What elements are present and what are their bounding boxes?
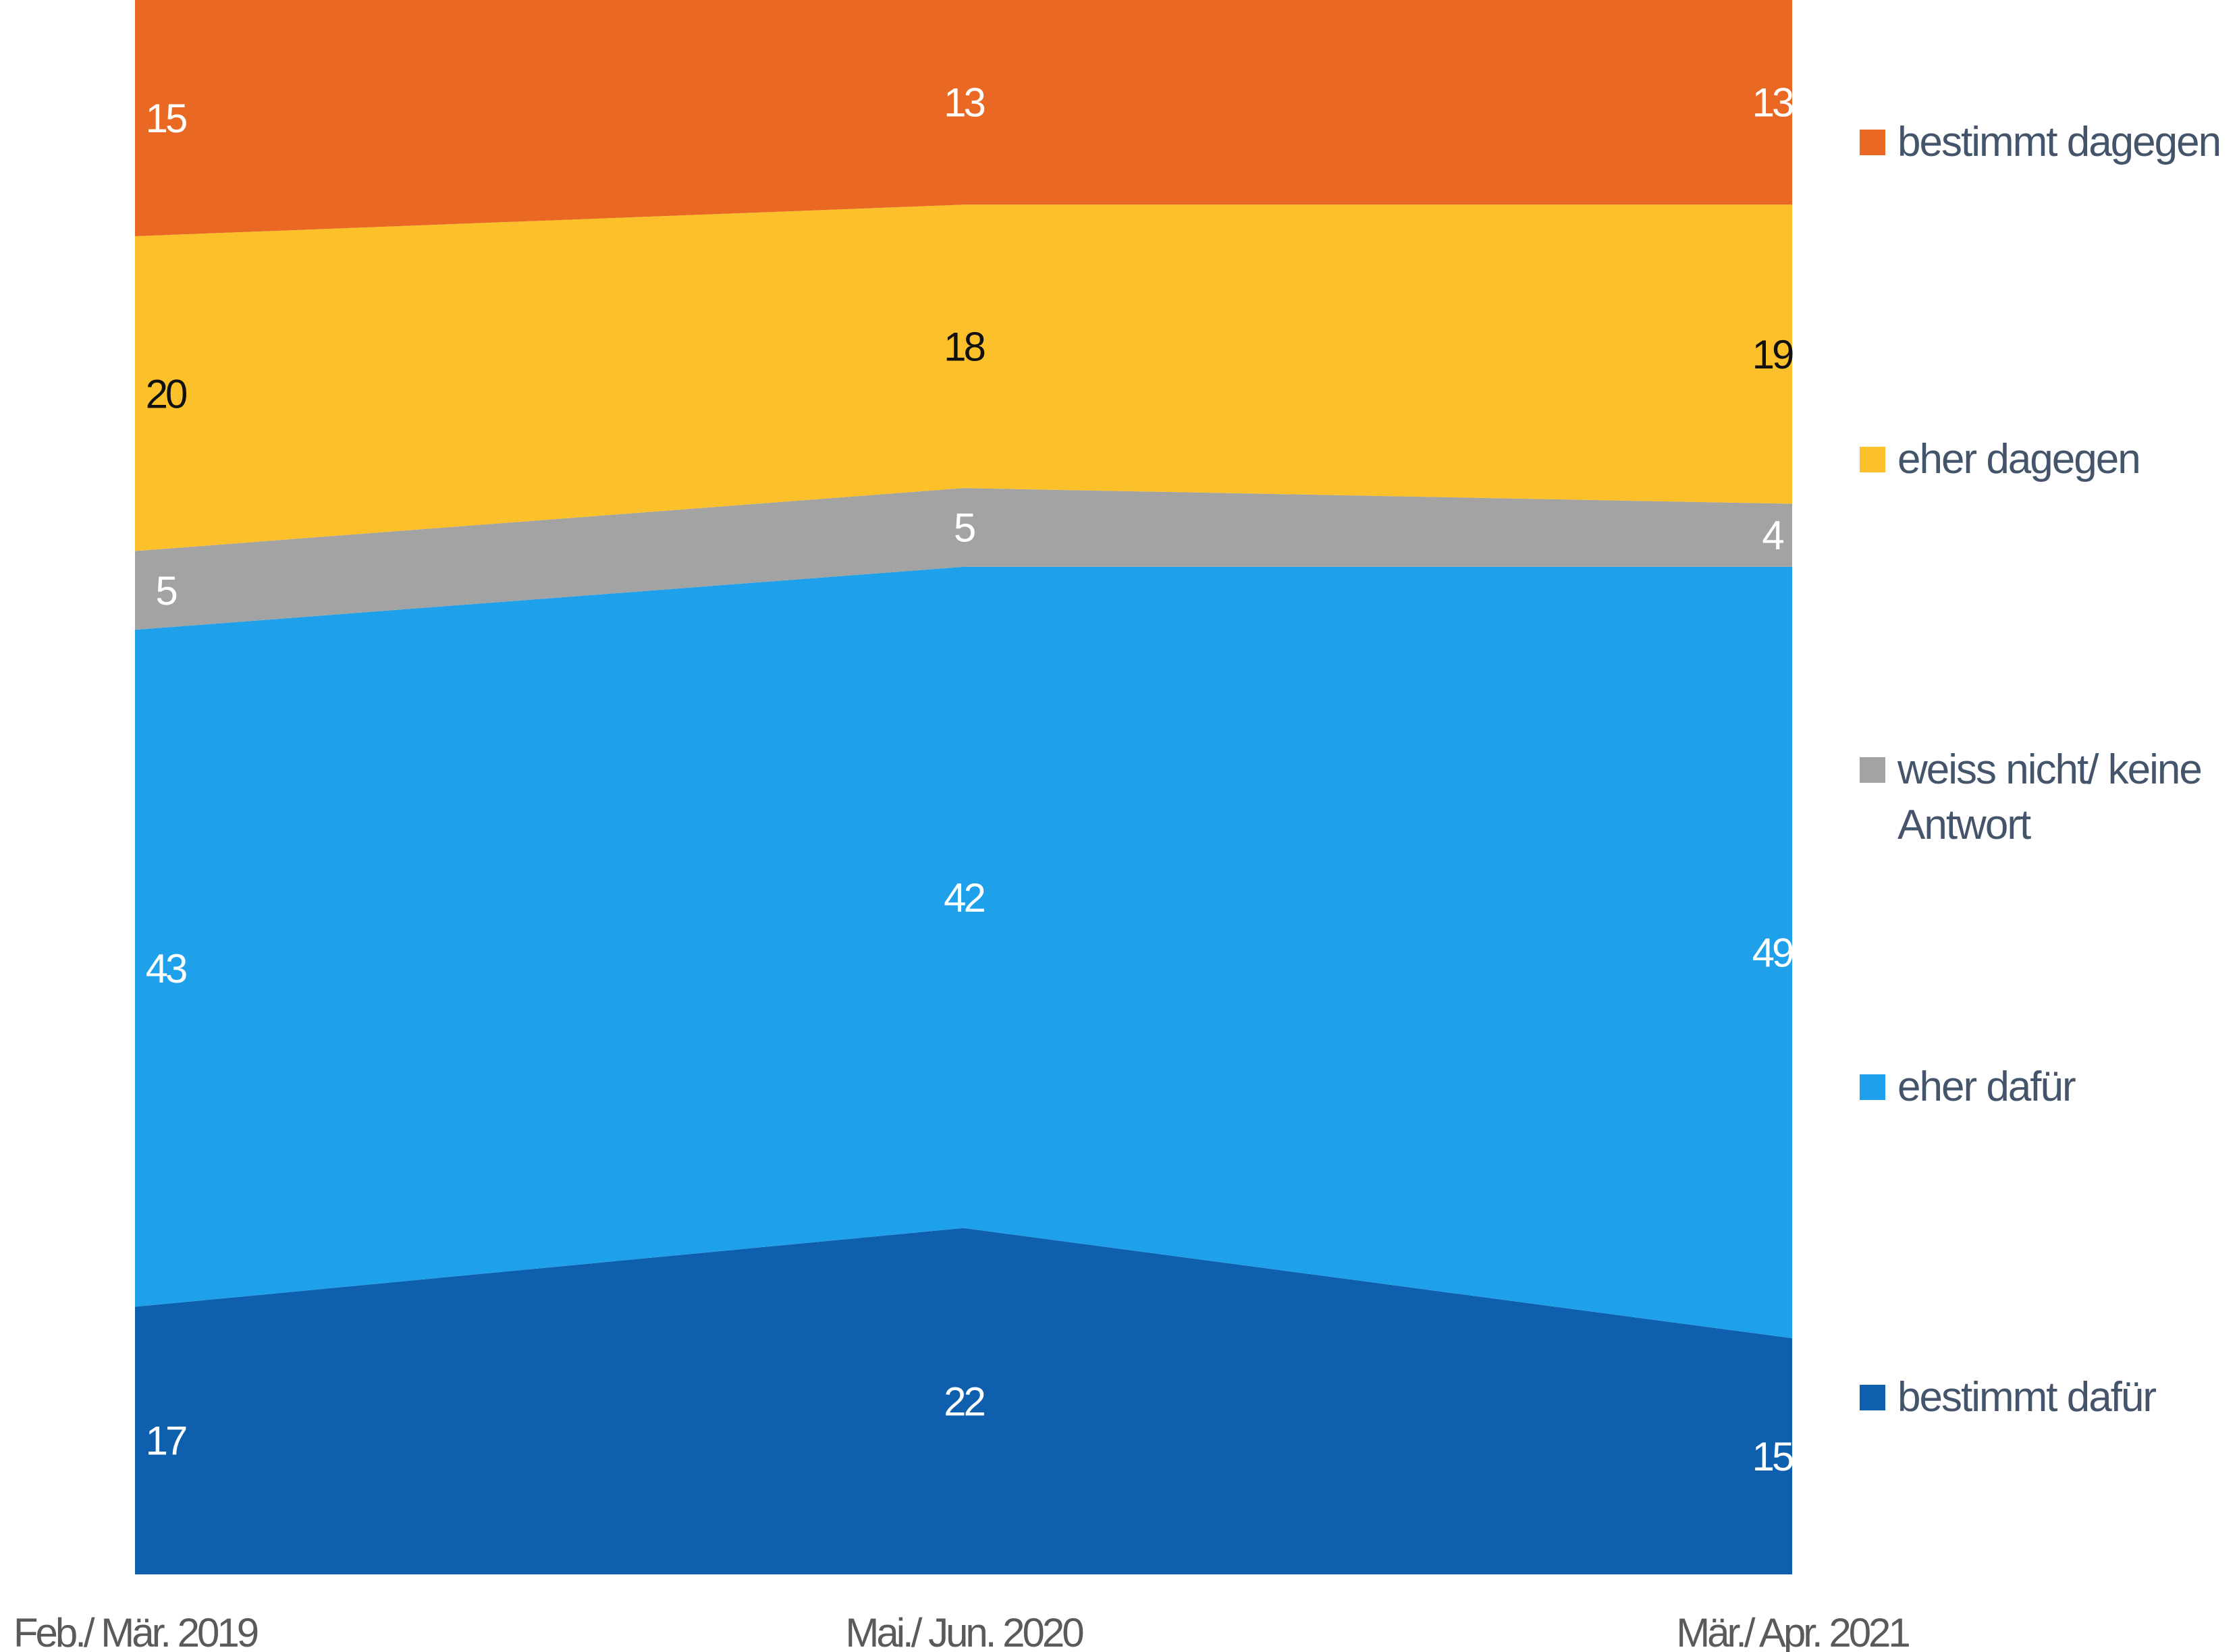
x-tick-label: Feb./ Mär. 2019 (14, 1610, 258, 1652)
data-labels: 17 22 15 43 42 49 5 5 4 20 18 19 15 13 13 (146, 80, 1796, 1479)
legend-label: eher dagegen (1897, 436, 2141, 483)
legend-swatch (1860, 1385, 1885, 1410)
area-bestimmt-dafür (135, 1228, 1792, 1574)
legend-item: eher dafür (1860, 1059, 2235, 1115)
legend-swatch (1860, 1074, 1885, 1100)
data-label: 5 (954, 505, 975, 551)
legend-label: eher dafür (1897, 1064, 2076, 1110)
data-label: 17 (146, 1419, 186, 1464)
data-label: 15 (146, 96, 186, 141)
x-tick-label: Mai./ Jun. 2020 (845, 1610, 1083, 1652)
data-label: 22 (944, 1379, 984, 1424)
data-label: 49 (1752, 930, 1793, 975)
legend-item: weiss nicht/ keine Antwort (1860, 742, 2235, 853)
area-bestimmt-dagegen (135, 0, 1792, 236)
data-label: 18 (944, 324, 984, 369)
legend-label: bestimmt dafür (1897, 1374, 2157, 1421)
area-eher-dafür (135, 566, 1792, 1339)
x-tick-label: Mär./ Apr. 2021 (1676, 1610, 1909, 1652)
area-weiss-nicht-keine-antwort (135, 488, 1792, 630)
data-label: 19 (1752, 332, 1793, 377)
data-label: 4 (1762, 513, 1783, 558)
legend-item: eher dagegen (1860, 432, 2235, 487)
data-label: 15 (1752, 1434, 1793, 1479)
area-layers (135, 0, 1792, 1574)
legend-item: bestimmt dafür (1860, 1370, 2235, 1425)
legend-label: weiss nicht/ keine Antwort (1897, 746, 2203, 848)
data-label: 42 (944, 875, 984, 920)
legend-swatch (1860, 757, 1885, 783)
x-axis-ticks: Feb./ Mär. 2019 Mai./ Jun. 2020 Mär./ Apr.… (14, 1610, 1912, 1652)
area-eher-dagegen (135, 204, 1792, 551)
data-label: 13 (1752, 80, 1793, 126)
data-label: 20 (146, 371, 187, 416)
legend-swatch (1860, 447, 1885, 472)
data-label: 13 (944, 80, 984, 126)
legend: bestimmt dagegen eher dagegen weiss nicht/… (1860, 0, 2237, 1652)
legend-swatch (1860, 130, 1885, 155)
legend-item: bestimmt dagegen (1860, 115, 2235, 170)
legend-label: bestimmt dagegen (1897, 119, 2221, 165)
data-label: 43 (146, 946, 186, 991)
data-label: 5 (155, 568, 176, 613)
